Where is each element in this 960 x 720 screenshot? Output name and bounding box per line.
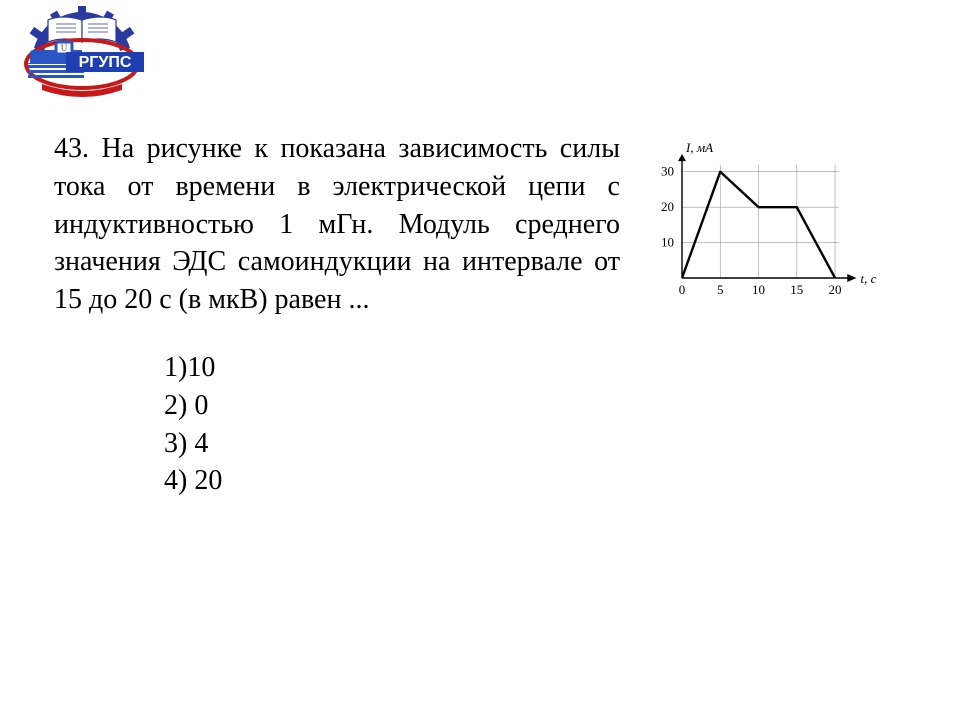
svg-text:10: 10 — [752, 282, 765, 297]
svg-text:10: 10 — [661, 235, 674, 250]
logo-letter: U — [61, 43, 68, 53]
logo-banner-text: РГУПС — [79, 54, 132, 71]
option-2: 2) 0 — [164, 387, 904, 425]
svg-text:20: 20 — [829, 282, 842, 297]
answer-options: 1)10 2) 0 3) 4 4) 20 — [164, 349, 904, 500]
page: U РГУПС 43. На рисунке к показана зависи… — [0, 0, 960, 720]
option-1: 1)10 — [164, 349, 904, 387]
chart-svg: 0 5 10 15 20 10 20 30 I, мА t, с — [638, 134, 898, 304]
question-body: На рисунке к показана зависимость силы т… — [54, 133, 620, 315]
university-logo: U РГУПС — [12, 6, 152, 106]
option-3: 3) 4 — [164, 425, 904, 463]
svg-text:t, с: t, с — [860, 271, 876, 286]
question-text: 43. На рисунке к показана зависимость си… — [54, 130, 620, 319]
svg-text:5: 5 — [717, 282, 724, 297]
question-row: 43. На рисунке к показана зависимость си… — [54, 130, 904, 319]
svg-text:30: 30 — [661, 164, 674, 179]
svg-text:15: 15 — [790, 282, 803, 297]
question-number: 43. — [54, 133, 89, 164]
logo-svg: U РГУПС — [12, 6, 152, 106]
svg-text:20: 20 — [661, 199, 674, 214]
option-4: 4) 20 — [164, 462, 904, 500]
svg-text:0: 0 — [679, 282, 686, 297]
current-vs-time-chart: 0 5 10 15 20 10 20 30 I, мА t, с — [638, 134, 898, 309]
svg-text:I, мА: I, мА — [685, 140, 713, 155]
content-area: 43. На рисунке к показана зависимость си… — [54, 130, 904, 500]
